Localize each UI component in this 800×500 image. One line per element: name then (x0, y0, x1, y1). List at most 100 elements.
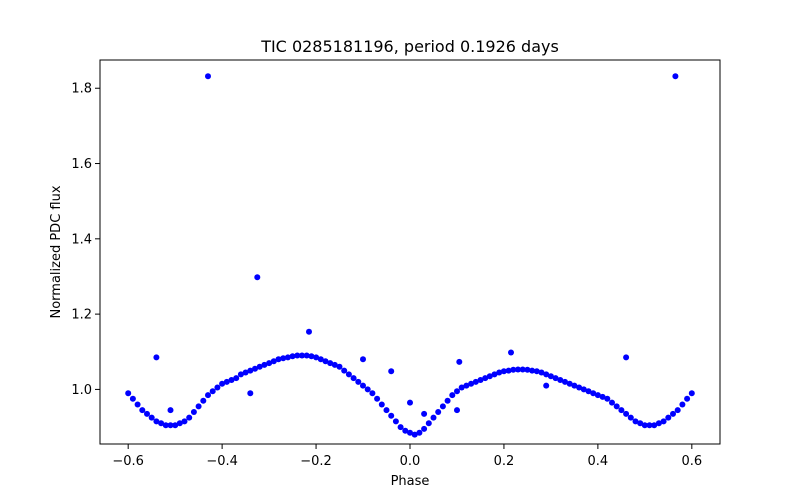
data-point (439, 403, 446, 410)
data-point (571, 382, 578, 389)
data-point (510, 366, 517, 373)
data-point (651, 422, 658, 429)
data-point (392, 418, 399, 425)
y-axis-label: Normalized PDC flux (49, 185, 64, 318)
data-point (214, 384, 221, 391)
data-point (388, 412, 395, 419)
data-point (158, 420, 165, 427)
data-point (322, 358, 329, 365)
data-point (585, 388, 592, 395)
data-point (505, 367, 512, 374)
data-point (252, 365, 258, 372)
data-point (679, 401, 686, 408)
data-point (688, 390, 695, 397)
data-point (407, 429, 413, 436)
data-point (247, 367, 254, 374)
data-point (456, 358, 463, 365)
data-point (209, 388, 216, 395)
data-point (331, 361, 338, 368)
data-point (454, 388, 460, 395)
data-point (237, 371, 244, 378)
y-tick-label: 1.4 (71, 232, 92, 247)
data-point (190, 409, 197, 415)
data-point (383, 407, 390, 414)
data-point (613, 403, 620, 410)
data-points (125, 73, 695, 438)
data-point (327, 360, 334, 367)
data-point (421, 425, 428, 432)
data-point (364, 386, 371, 393)
data-point (233, 375, 240, 382)
data-point (223, 378, 230, 385)
data-point (477, 377, 484, 383)
x-tick-label: 0.0 (400, 454, 421, 469)
data-point (684, 395, 691, 402)
data-point (655, 420, 662, 427)
data-point (360, 382, 366, 389)
data-point (599, 393, 606, 400)
data-point (623, 354, 630, 361)
data-point (609, 399, 615, 406)
data-point (665, 414, 672, 421)
data-point (508, 349, 514, 356)
x-tick-label: 0.6 (681, 454, 702, 469)
data-point (590, 390, 597, 397)
data-point (672, 73, 679, 80)
y-tick-label: 1.2 (71, 308, 92, 323)
data-point (148, 414, 155, 421)
data-point (524, 366, 531, 373)
data-point (411, 431, 418, 438)
data-point (580, 386, 587, 393)
data-point (345, 371, 352, 378)
data-point (219, 380, 226, 387)
data-point (167, 422, 174, 429)
data-point (176, 420, 183, 427)
data-point (280, 355, 287, 362)
data-point (627, 414, 634, 421)
data-point (463, 382, 470, 389)
data-point (186, 414, 193, 421)
data-point (543, 382, 550, 389)
x-axis-ticks: −0.6 −0.4 −0.2 0.0 0.2 0.4 0.6 (112, 444, 702, 469)
data-point (562, 378, 568, 385)
data-point (261, 361, 268, 368)
data-point (303, 352, 310, 359)
data-point (515, 366, 521, 373)
data-point (552, 375, 559, 382)
data-point (125, 390, 132, 397)
data-point (228, 377, 235, 383)
x-tick-label: −0.6 (112, 454, 144, 469)
data-point (637, 420, 644, 427)
data-point (519, 366, 526, 373)
data-point (660, 418, 667, 425)
data-point (397, 424, 404, 431)
data-point (205, 73, 211, 80)
x-tick-label: −0.2 (300, 454, 332, 469)
data-point (374, 395, 381, 402)
data-point (162, 422, 169, 429)
data-point (299, 352, 305, 359)
data-point (458, 384, 465, 391)
data-point (430, 414, 437, 421)
data-point (538, 369, 545, 376)
data-point (289, 353, 296, 360)
data-point (369, 390, 376, 397)
data-point (355, 378, 362, 385)
data-point (200, 397, 207, 404)
data-point (576, 384, 583, 391)
data-point (308, 353, 315, 360)
data-point (294, 352, 301, 359)
data-point (641, 422, 648, 429)
data-point (139, 407, 146, 414)
data-point (472, 378, 479, 385)
data-point (313, 354, 320, 361)
data-point (670, 410, 676, 417)
data-point (360, 356, 366, 363)
data-point (529, 367, 536, 374)
data-point (275, 356, 282, 363)
y-tick-label: 1.6 (71, 157, 92, 172)
data-point (435, 409, 442, 415)
data-point (336, 363, 343, 370)
data-point (242, 369, 249, 376)
data-point (421, 410, 428, 417)
